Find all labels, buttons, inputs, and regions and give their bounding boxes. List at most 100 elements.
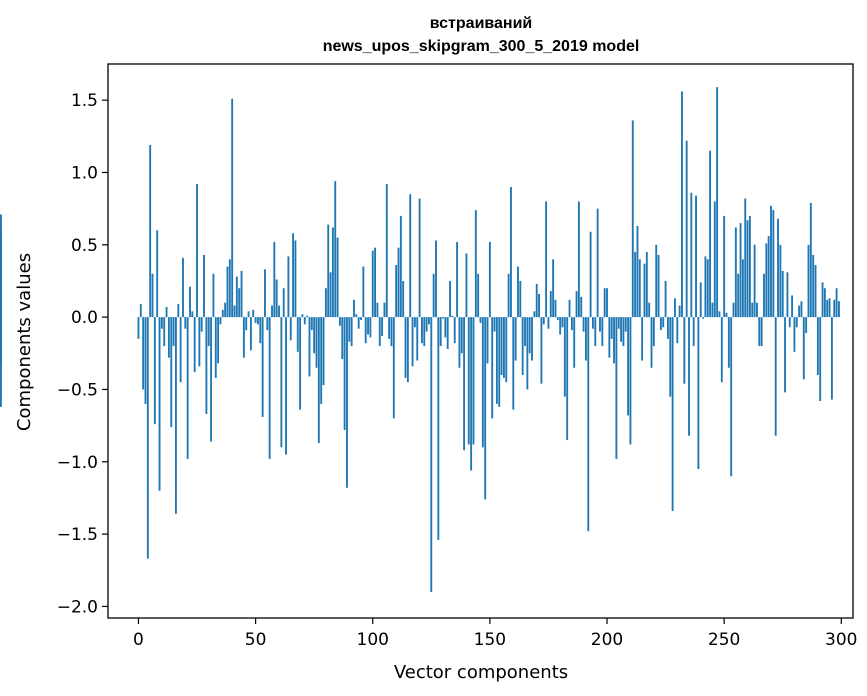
bar bbox=[655, 244, 658, 318]
bar bbox=[299, 317, 302, 410]
bar bbox=[570, 317, 573, 331]
bar bbox=[683, 317, 686, 384]
bar bbox=[423, 317, 426, 347]
bar bbox=[294, 240, 297, 318]
bar bbox=[535, 283, 538, 318]
bar bbox=[709, 150, 712, 318]
bar bbox=[634, 252, 637, 318]
bar bbox=[320, 317, 323, 404]
bar bbox=[720, 317, 723, 383]
bar bbox=[510, 186, 512, 318]
bar bbox=[376, 302, 379, 318]
bar bbox=[620, 317, 622, 342]
bar bbox=[538, 293, 540, 318]
bar bbox=[481, 317, 484, 448]
bar bbox=[416, 317, 419, 361]
bar bbox=[573, 317, 576, 368]
bar bbox=[357, 317, 360, 329]
bar bbox=[498, 317, 501, 407]
bar bbox=[257, 317, 259, 325]
bar bbox=[638, 259, 641, 318]
bar bbox=[381, 317, 384, 336]
bar bbox=[718, 311, 721, 318]
bar bbox=[374, 247, 377, 318]
y-tick-label: 0.0 bbox=[71, 308, 98, 328]
bar bbox=[556, 317, 559, 321]
bar bbox=[711, 302, 714, 318]
bar bbox=[624, 317, 627, 332]
bar bbox=[734, 227, 737, 318]
bar bbox=[303, 317, 306, 325]
bar bbox=[716, 87, 719, 318]
bar bbox=[287, 256, 290, 318]
x-axis-label: Vector components bbox=[394, 662, 568, 683]
bar bbox=[446, 317, 449, 349]
bar bbox=[732, 302, 735, 318]
bar bbox=[378, 317, 381, 347]
bar bbox=[296, 317, 299, 352]
bar bbox=[184, 317, 187, 329]
bar bbox=[322, 317, 325, 386]
bar bbox=[617, 317, 620, 329]
bar bbox=[800, 301, 803, 318]
bar bbox=[770, 205, 772, 318]
bar bbox=[339, 317, 341, 326]
x-tick-label: 200 bbox=[591, 630, 623, 650]
bar bbox=[631, 120, 634, 318]
bar bbox=[313, 317, 316, 354]
bar bbox=[306, 315, 309, 318]
bar bbox=[798, 305, 801, 318]
bar bbox=[477, 273, 480, 318]
bar bbox=[685, 140, 688, 318]
bar bbox=[350, 317, 353, 347]
bar bbox=[327, 224, 330, 318]
bar bbox=[240, 270, 243, 318]
bar bbox=[575, 291, 578, 318]
bar bbox=[549, 291, 552, 318]
bar bbox=[186, 317, 189, 459]
bar bbox=[324, 288, 327, 318]
bar bbox=[285, 317, 287, 455]
bar bbox=[413, 317, 416, 328]
chart-title-line-1: встраиваний bbox=[430, 15, 533, 32]
bar bbox=[160, 317, 163, 329]
bar bbox=[364, 317, 367, 344]
bar bbox=[568, 299, 571, 318]
bar bbox=[233, 305, 236, 318]
x-tick-label: 250 bbox=[708, 630, 740, 650]
y-axis-label: Components values bbox=[14, 253, 35, 431]
bar bbox=[662, 317, 665, 328]
bar bbox=[838, 301, 840, 318]
bar bbox=[582, 317, 585, 332]
bar bbox=[484, 317, 487, 500]
y-tick-label: −1.5 bbox=[57, 525, 98, 545]
bar bbox=[0, 317, 2, 339]
bar bbox=[402, 280, 405, 318]
bar bbox=[444, 317, 447, 338]
bar bbox=[566, 317, 569, 441]
bar bbox=[610, 317, 613, 339]
x-tick-label: 100 bbox=[357, 630, 389, 650]
bar bbox=[343, 317, 346, 430]
bar bbox=[292, 233, 295, 318]
bar bbox=[362, 266, 365, 318]
bar bbox=[528, 317, 531, 354]
bar bbox=[488, 241, 491, 318]
bar bbox=[242, 317, 245, 358]
bar bbox=[334, 181, 337, 318]
bar bbox=[210, 317, 213, 442]
bar bbox=[671, 317, 674, 511]
bar bbox=[554, 299, 557, 318]
bar bbox=[507, 273, 510, 318]
bar bbox=[315, 317, 318, 368]
bar bbox=[533, 311, 536, 318]
bar bbox=[791, 295, 794, 318]
bar bbox=[228, 259, 231, 318]
bar bbox=[331, 227, 334, 318]
bar bbox=[409, 194, 412, 318]
bar bbox=[521, 317, 524, 375]
bar bbox=[674, 298, 676, 318]
bar bbox=[542, 317, 545, 325]
bar bbox=[645, 252, 648, 318]
bar bbox=[727, 317, 730, 368]
